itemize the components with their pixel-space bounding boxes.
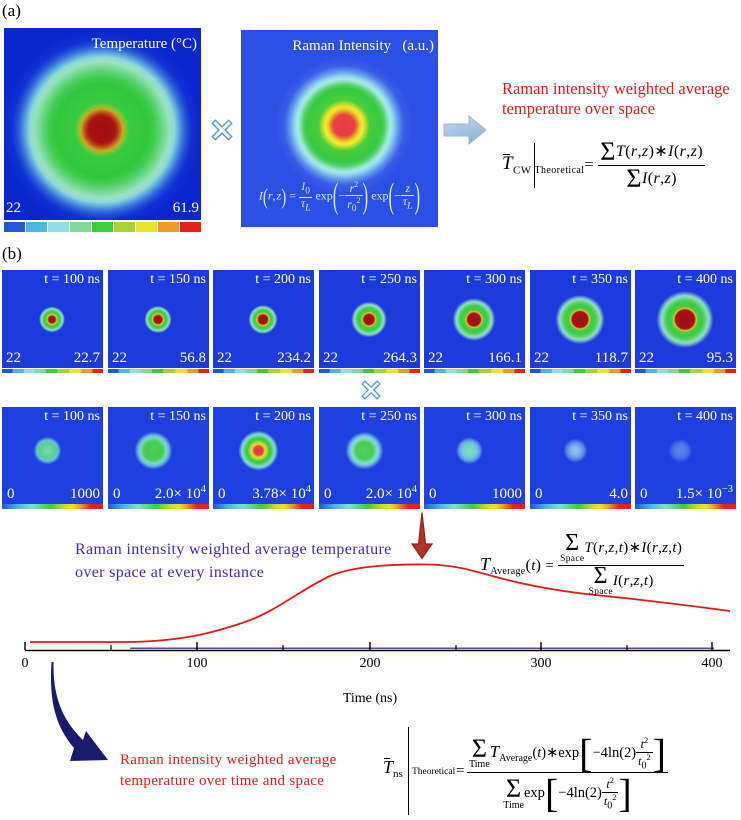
svg-text:Time (ns): Time (ns) xyxy=(343,691,398,706)
svg-text:400: 400 xyxy=(702,656,723,671)
svg-text:300: 300 xyxy=(531,656,552,671)
svg-text:200: 200 xyxy=(360,656,381,671)
svg-text:100: 100 xyxy=(187,656,208,671)
svg-text:0: 0 xyxy=(22,656,29,671)
